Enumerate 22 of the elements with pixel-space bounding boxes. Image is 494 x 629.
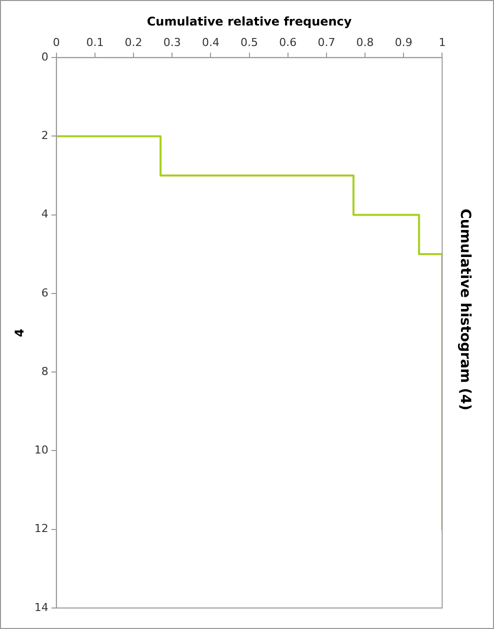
x-axis-title: Cumulative relative frequency bbox=[146, 14, 352, 28]
y-tick-label: 2 bbox=[41, 129, 48, 142]
x-tick-label: 0.8 bbox=[356, 36, 374, 49]
y-tick-label: 0 bbox=[41, 50, 48, 64]
y-tick-label: 6 bbox=[41, 286, 48, 300]
x-tick-label: 0 bbox=[52, 36, 60, 49]
x-tick-label: 0.7 bbox=[318, 36, 336, 49]
y-axis-title: 4 bbox=[12, 328, 26, 337]
text: Cumulative histogram (4) bbox=[456, 208, 473, 410]
x-tick-label: 0.4 bbox=[202, 36, 220, 49]
x-tick-label: 0.3 bbox=[163, 36, 181, 49]
x-tick-label: 0.5 bbox=[240, 36, 258, 49]
y-tick-label: 10 bbox=[34, 444, 48, 457]
x-tick-label: 0.2 bbox=[124, 36, 142, 49]
y-tick-label: 8 bbox=[41, 364, 48, 378]
x-tick-label: 0.9 bbox=[394, 36, 412, 49]
x-tick-label: 0.6 bbox=[279, 36, 297, 49]
y-tick-label: 4 bbox=[41, 208, 48, 221]
x-tick-label: 0.1 bbox=[86, 36, 104, 49]
y-tick-label: 14 bbox=[34, 600, 48, 614]
y-tick-label: 12 bbox=[34, 522, 48, 536]
x-tick-label: 1 bbox=[438, 36, 446, 49]
